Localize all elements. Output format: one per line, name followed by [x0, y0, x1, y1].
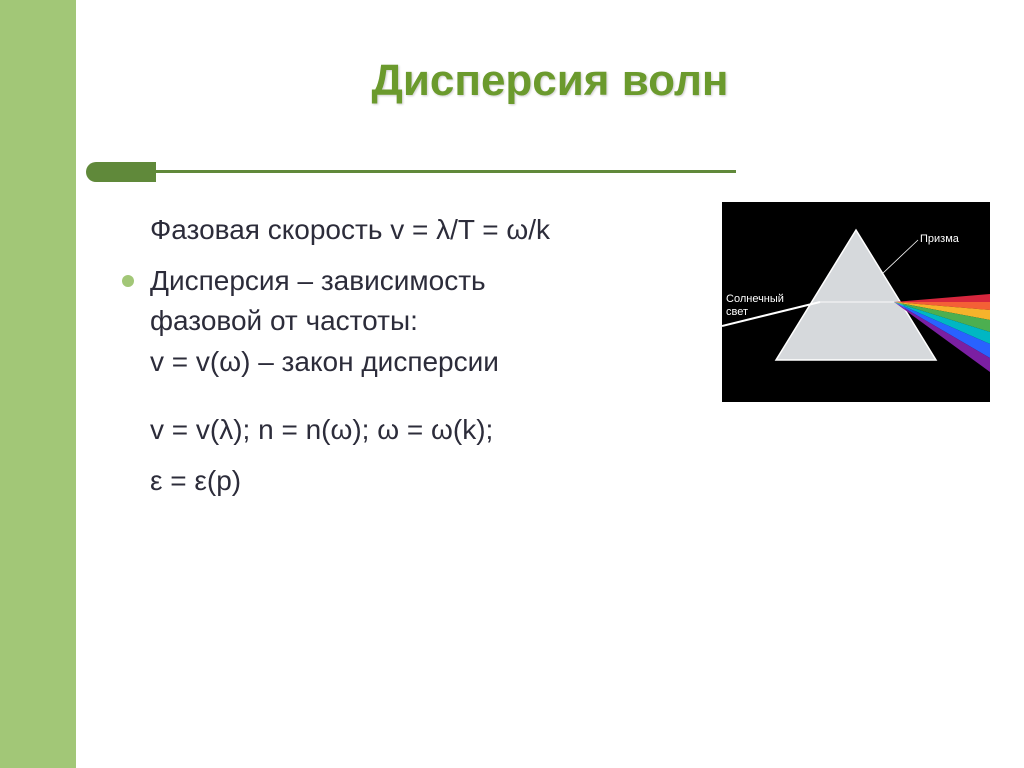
prism-triangle: [776, 230, 936, 360]
slide-title: Дисперсия волн: [76, 56, 1024, 106]
title-rule: [86, 162, 736, 182]
slide-content: Дисперсия волн Фазовая скорость v = λ/T …: [76, 0, 1024, 768]
slide-sidebar: [0, 0, 76, 768]
relations-line1: v = v(λ); n = n(ω); ω = ω(k);: [116, 410, 696, 451]
dispersion-line2: фазовой от частоты:: [150, 301, 696, 342]
text-content: Фазовая скорость v = λ/T = ω/k Дисперсия…: [116, 210, 696, 512]
prism-svg: Призма Солнечныйсвет: [722, 202, 990, 402]
bullet-icon: [122, 275, 134, 287]
label-prism: Призма: [920, 233, 960, 245]
dispersion-item: Дисперсия – зависимость фазовой от часто…: [116, 261, 696, 383]
prism-figure: Призма Солнечныйсвет: [722, 202, 990, 402]
rule-cap: [86, 162, 156, 182]
label-sunlight-2: свет: [726, 306, 748, 318]
label-sunlight-1: Солнечный: [726, 293, 784, 305]
dispersion-law: v = v(ω) – закон дисперсии: [150, 342, 696, 383]
rule-line: [156, 170, 736, 173]
relations-line2: ε = ε(p): [116, 461, 696, 502]
dispersion-line1: Дисперсия – зависимость: [150, 261, 696, 302]
phase-speed-line: Фазовая скорость v = λ/T = ω/k: [116, 210, 696, 251]
spectrum-band-0: [894, 294, 990, 302]
